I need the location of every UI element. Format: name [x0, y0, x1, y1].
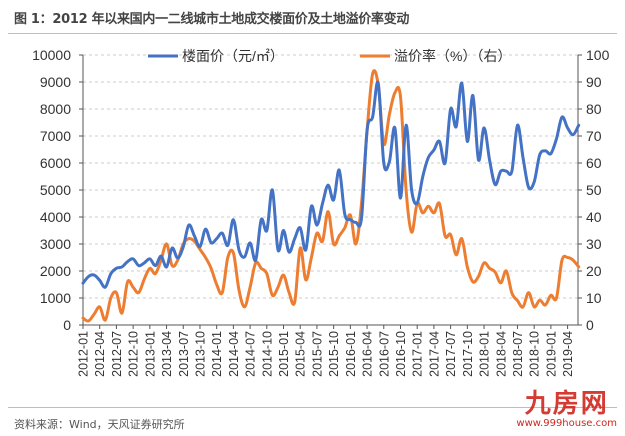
source-note: 资料来源：Wind，天风证券研究所: [14, 418, 185, 431]
x-axis-tick-label: 2013-04: [160, 331, 174, 377]
x-axis-tick-label: 2018-07: [511, 331, 525, 377]
x-axis-tick-label: 2017-07: [444, 331, 458, 377]
x-axis-tick-label: 2015-04: [294, 331, 308, 377]
right-axis-tick-label: 10: [586, 290, 602, 306]
x-axis-tick-label: 2017-01: [411, 331, 425, 377]
x-axis-tick-label: 2014-07: [244, 331, 258, 377]
x-axis-tick-label: 2013-10: [193, 331, 207, 377]
left-axis-tick-label: 9000: [40, 74, 71, 90]
legend-premium-label: 溢价率（%）（右）: [394, 48, 511, 64]
x-axis-tick-label: 2016-01: [344, 331, 358, 377]
series-line-price: [81, 80, 581, 289]
legend-price-label: 楼面价（元/㎡）: [182, 48, 284, 64]
figure-title: 图 1：2012 年以来国内一二线城市土地成交楼面价及土地溢价率变动: [14, 12, 410, 27]
title-divider: [8, 33, 617, 34]
left-axis-tick-label: 0: [63, 317, 71, 333]
left-axis-tick-label: 7000: [40, 128, 71, 144]
right-axis-tick-label: 80: [586, 101, 602, 117]
x-axis-tick-label: 2019-04: [561, 331, 575, 377]
x-axis-tick-label: 2014-04: [227, 331, 241, 377]
right-axis-tick-label: 60: [586, 155, 602, 171]
left-axis-tick-label: 2000: [40, 263, 71, 279]
x-axis-tick-label: 2012-07: [110, 331, 124, 377]
x-axis-tick-label: 2012-10: [127, 331, 141, 377]
source-divider: [8, 407, 617, 408]
left-axis-tick-label: 5000: [40, 182, 71, 198]
series-line-premium: [81, 69, 581, 323]
right-axis-tick-label: 20: [586, 263, 602, 279]
x-axis-tick-label: 2018-10: [528, 331, 542, 377]
x-axis-tick-label: 2015-10: [327, 331, 341, 377]
chart: 0100020003000400050006000700080009000100…: [32, 47, 610, 377]
x-axis-tick-label: 2014-10: [260, 331, 274, 377]
x-axis-tick-label: 2013-01: [143, 331, 157, 377]
left-axis-tick-label: 8000: [40, 101, 71, 117]
left-axis-tick-label: 1000: [40, 290, 71, 306]
left-axis-tick-label: 4000: [40, 209, 71, 225]
right-axis-tick-label: 70: [586, 128, 602, 144]
x-axis-tick-label: 2012-04: [93, 331, 107, 377]
left-axis-tick-label: 6000: [40, 155, 71, 171]
x-axis-tick-label: 2013-07: [177, 331, 191, 377]
right-axis-tick-label: 0: [586, 317, 594, 333]
right-axis-tick-label: 100: [586, 47, 610, 63]
x-axis-tick-label: 2016-10: [394, 331, 408, 377]
left-axis-tick-label: 10000: [32, 47, 71, 63]
x-axis-tick-label: 2015-01: [277, 331, 291, 377]
x-axis-tick-label: 2015-07: [310, 331, 324, 377]
right-axis-tick-label: 30: [586, 236, 602, 252]
x-axis-tick-label: 2012-01: [77, 331, 91, 377]
x-axis-tick-label: 2018-01: [478, 331, 492, 377]
x-axis-tick-label: 2016-07: [377, 331, 391, 377]
left-axis-tick-label: 3000: [40, 236, 71, 252]
x-axis-tick-label: 2014-01: [210, 331, 224, 377]
x-axis-tick-label: 2017-04: [427, 331, 441, 377]
x-axis-tick-label: 2019-01: [544, 331, 558, 377]
watermark-logo: 九房网: [524, 389, 609, 419]
right-axis-tick-label: 40: [586, 209, 602, 225]
x-axis-tick-label: 2018-04: [494, 331, 508, 377]
x-axis-tick-label: 2017-10: [461, 331, 475, 377]
right-axis-tick-label: 50: [586, 182, 602, 198]
right-axis-tick-label: 90: [586, 74, 602, 90]
watermark-url: www.999house.com: [516, 418, 617, 429]
watermark: 九房网 www.999house.com: [516, 390, 617, 430]
x-axis-tick-label: 2016-04: [361, 331, 375, 377]
